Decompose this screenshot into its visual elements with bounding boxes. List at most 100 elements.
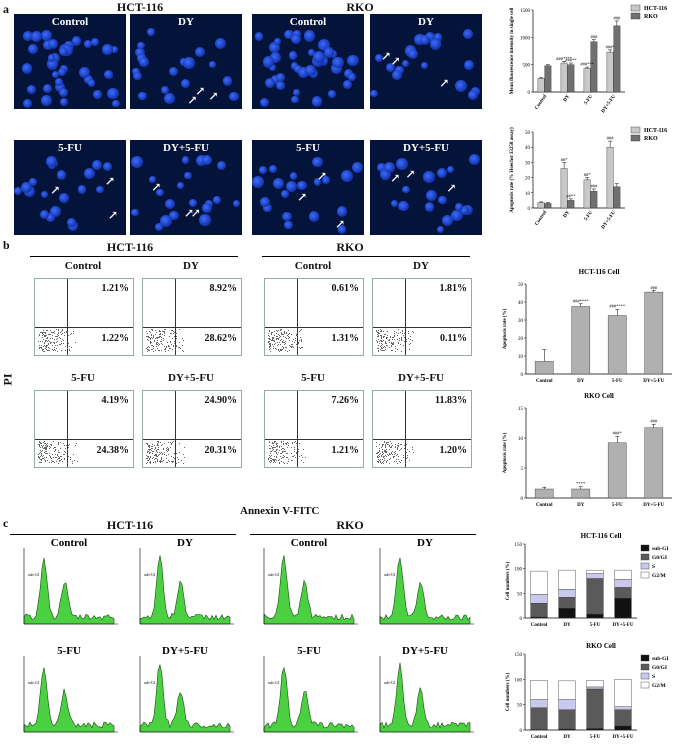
event-dot [42, 447, 44, 449]
event-dot [409, 344, 411, 346]
y-tick-label: 0 [528, 207, 531, 212]
stacked-bar-segment [586, 688, 604, 729]
event-dot [293, 451, 295, 453]
nucleus [322, 175, 331, 184]
event-dot [268, 457, 270, 459]
event-dot [157, 338, 159, 340]
event-dot [61, 329, 63, 331]
nucleus [370, 89, 379, 98]
event-dot [56, 350, 58, 352]
event-dot [390, 335, 392, 337]
event-dot [182, 345, 184, 347]
event-dot [54, 336, 56, 338]
event-dot [38, 444, 40, 446]
event-dot [378, 335, 380, 337]
event-dot [385, 451, 387, 453]
event-dot [57, 338, 59, 340]
event-dot [157, 343, 159, 345]
event-dot [287, 333, 289, 335]
event-dot [46, 442, 48, 444]
event-dot [376, 453, 378, 455]
event-dot [57, 345, 59, 347]
event-dot [403, 332, 405, 334]
event-dot [183, 456, 185, 458]
event-dot [379, 460, 381, 462]
nucleus [392, 69, 402, 80]
event-dot [59, 461, 61, 463]
legend-label: RKO [644, 14, 658, 20]
nucleus [332, 56, 345, 69]
event-dot [298, 347, 300, 349]
event-dot [171, 330, 173, 332]
event-dot [57, 336, 59, 338]
event-dot [278, 451, 280, 453]
event-dot [183, 462, 185, 464]
legend-label: HCT-116 [644, 6, 667, 12]
event-dot [277, 460, 279, 462]
event-dot [391, 444, 393, 446]
event-dot [280, 452, 282, 454]
subg1-label: sub-G1 [28, 572, 40, 577]
event-dot [161, 460, 163, 462]
event-dot [288, 338, 290, 340]
event-dot [169, 345, 171, 347]
event-dot [282, 347, 284, 349]
event-dot [275, 330, 277, 332]
event-dot [173, 460, 175, 462]
panel-c-rko-header: RKO [336, 518, 364, 532]
event-dot [156, 336, 158, 338]
significance-annotation: ###**** [609, 304, 626, 309]
event-dot [411, 340, 413, 342]
bar [590, 191, 598, 209]
event-dot [379, 334, 381, 336]
event-dot [279, 447, 281, 449]
event-dot [71, 347, 73, 349]
lower-right-percent: 1.22% [101, 333, 130, 344]
nucleus [391, 199, 399, 207]
event-dot [272, 442, 274, 444]
event-dot [382, 330, 384, 332]
event-dot [171, 333, 173, 335]
event-dot [171, 337, 173, 339]
event-dot [159, 442, 161, 444]
event-dot [384, 441, 386, 443]
event-dot [42, 335, 44, 337]
event-dot [151, 451, 153, 453]
nucleus [312, 157, 323, 168]
event-dot [39, 446, 41, 448]
event-dot [45, 448, 47, 450]
event-dot [381, 346, 383, 348]
event-dot [396, 458, 398, 460]
event-dot [299, 455, 301, 457]
event-dot [74, 444, 76, 446]
event-dot [147, 450, 149, 452]
event-dot [170, 447, 172, 449]
lower-right-percent: 1.20% [439, 445, 468, 456]
event-dot [57, 329, 59, 331]
event-dot [156, 459, 158, 461]
event-dot [67, 445, 69, 447]
event-dot [39, 443, 41, 445]
event-dot [376, 348, 378, 350]
event-dot [168, 442, 170, 444]
event-dot [157, 345, 159, 346]
event-dot [43, 457, 45, 459]
event-dot [148, 336, 150, 338]
event-dot [381, 341, 383, 343]
legend-swatch [630, 126, 641, 134]
event-dot [44, 343, 46, 344]
event-dot [286, 332, 288, 334]
microscopy-image: ↗ ↗ ↗ DY+5-FU [370, 140, 482, 235]
event-dot [270, 457, 272, 459]
event-dot [284, 350, 286, 352]
event-dot [155, 450, 157, 452]
event-dot [393, 452, 395, 454]
event-dot [398, 332, 400, 334]
event-dot [52, 461, 54, 463]
stacked-bar-segment [614, 709, 632, 727]
event-dot [271, 442, 273, 444]
event-dot [384, 449, 386, 451]
event-dot [396, 455, 398, 457]
event-dot [179, 452, 181, 454]
